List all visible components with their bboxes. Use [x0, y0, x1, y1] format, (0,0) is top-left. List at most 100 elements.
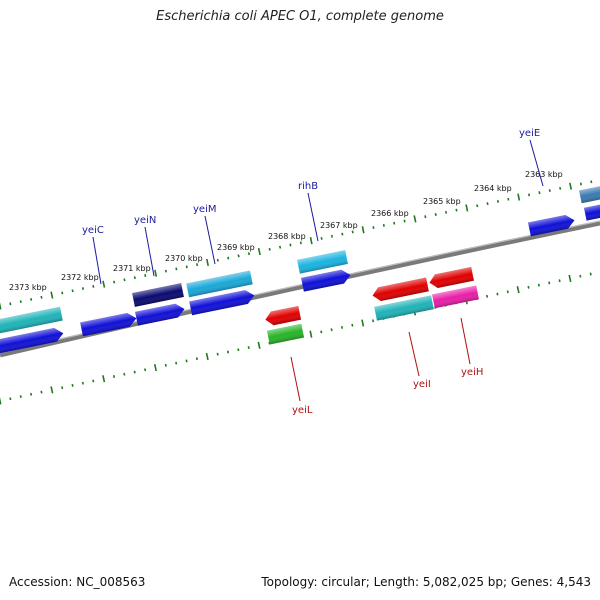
minor-tick — [30, 298, 33, 301]
gene-arrow[interactable] — [186, 270, 253, 298]
kbp-label: 2367 kbp — [320, 221, 358, 230]
major-tick — [50, 386, 54, 394]
minor-tick — [589, 272, 592, 276]
forward-tick-track — [0, 180, 593, 310]
major-tick — [0, 397, 2, 405]
minor-tick — [372, 226, 375, 229]
gene-label-yeiL[interactable]: yeiL — [292, 405, 313, 416]
minor-tick — [486, 202, 489, 206]
kbp-label: 2364 kbp — [474, 184, 512, 193]
minor-tick — [579, 182, 582, 186]
minor-tick — [382, 223, 385, 227]
minor-tick — [558, 279, 561, 283]
gene-arrow[interactable] — [528, 213, 576, 237]
minor-tick — [164, 363, 167, 367]
minor-tick — [455, 208, 458, 212]
gene-arrow[interactable] — [266, 323, 305, 345]
major-tick — [257, 341, 261, 349]
gene-arrow[interactable] — [583, 203, 600, 221]
gene-arrow[interactable] — [301, 268, 352, 292]
minor-tick — [9, 397, 12, 401]
gene-label-yeiE[interactable]: yeiE — [519, 128, 540, 139]
minor-tick — [185, 359, 188, 363]
minor-tick — [424, 215, 427, 219]
major-tick — [309, 237, 313, 245]
minor-tick — [372, 319, 375, 323]
reverse-genes — [264, 266, 479, 345]
minor-tick — [527, 285, 530, 289]
major-tick — [153, 364, 157, 372]
minor-tick — [195, 357, 198, 361]
kbp-labels: 2373 kbp 2372 kbp 2371 kbp 2370 kbp 2369… — [9, 170, 563, 292]
minor-tick — [185, 265, 188, 269]
gene-arrow[interactable] — [264, 305, 302, 327]
minor-tick — [320, 237, 323, 240]
label-leaders — [92, 139, 544, 402]
major-tick — [465, 204, 469, 212]
major-tick — [568, 274, 572, 283]
gene-label-yeiM[interactable]: yeiM — [193, 204, 216, 215]
major-tick — [413, 215, 417, 223]
gene-arrow[interactable] — [297, 250, 348, 274]
genome-summary-text: Topology: circular; Length: 5,082,025 bp… — [261, 575, 591, 589]
minor-tick — [506, 290, 509, 294]
gene-arrow[interactable] — [374, 295, 434, 321]
kbp-label: 2371 kbp — [113, 264, 151, 273]
minor-tick — [196, 263, 199, 267]
minor-tick — [81, 287, 85, 290]
kbp-label: 2370 kbp — [165, 254, 203, 263]
minor-tick — [61, 386, 64, 390]
gene-label-rihB[interactable]: rihB — [298, 181, 318, 192]
minor-tick — [81, 381, 84, 385]
minor-tick — [92, 284, 95, 288]
gene-arrow[interactable] — [189, 289, 255, 316]
gene-label-yeiC[interactable]: yeiC — [82, 225, 104, 236]
minor-tick — [19, 300, 22, 304]
gene-arrow[interactable] — [432, 285, 479, 309]
major-tick — [102, 375, 106, 383]
minor-tick — [9, 302, 12, 306]
minor-tick — [71, 289, 74, 293]
minor-tick — [579, 274, 582, 278]
gene-arrow[interactable] — [135, 302, 186, 326]
gene-label-yeiH[interactable]: yeiH — [461, 367, 483, 378]
minor-tick — [548, 281, 551, 285]
major-tick — [102, 280, 106, 288]
minor-tick — [133, 276, 136, 280]
gene-arrow[interactable] — [428, 266, 474, 289]
gene-arrow[interactable] — [80, 311, 138, 337]
gene-label-yeiN[interactable]: yeiN — [134, 215, 156, 226]
gene-arrow[interactable] — [0, 306, 63, 334]
minor-tick — [268, 341, 271, 345]
minor-tick — [40, 390, 43, 394]
minor-tick — [590, 180, 593, 184]
kbp-label: 2369 kbp — [217, 243, 255, 252]
major-tick — [257, 247, 261, 256]
accession-text: Accession: NC_008563 — [9, 575, 146, 589]
major-tick — [569, 182, 573, 190]
kbp-label: 2368 kbp — [268, 232, 306, 241]
gene-labels: yeiC yeiN yeiM rihB yeiE yeiL yeiI yeiH — [82, 128, 540, 416]
gene-arrow[interactable] — [579, 185, 600, 204]
minor-tick — [227, 256, 230, 260]
gene-label-yeiI[interactable]: yeiI — [413, 379, 431, 390]
minor-tick — [144, 368, 147, 372]
minor-tick — [559, 186, 562, 190]
minor-tick — [445, 210, 448, 214]
minor-tick — [279, 245, 282, 249]
minor-tick — [30, 392, 33, 396]
minor-tick — [247, 346, 250, 349]
gene-arrow[interactable] — [132, 283, 184, 307]
minor-tick — [123, 278, 126, 282]
major-tick — [361, 319, 365, 327]
major-tick — [361, 226, 365, 234]
minor-tick — [528, 193, 531, 197]
minor-tick — [247, 252, 250, 256]
minor-tick — [341, 232, 344, 236]
gene-arrow[interactable] — [371, 277, 429, 303]
minor-tick — [476, 204, 479, 208]
kbp-label: 2366 kbp — [371, 209, 409, 218]
gene-arrow[interactable] — [0, 326, 65, 354]
minor-tick — [351, 323, 354, 327]
minor-tick — [71, 383, 74, 387]
